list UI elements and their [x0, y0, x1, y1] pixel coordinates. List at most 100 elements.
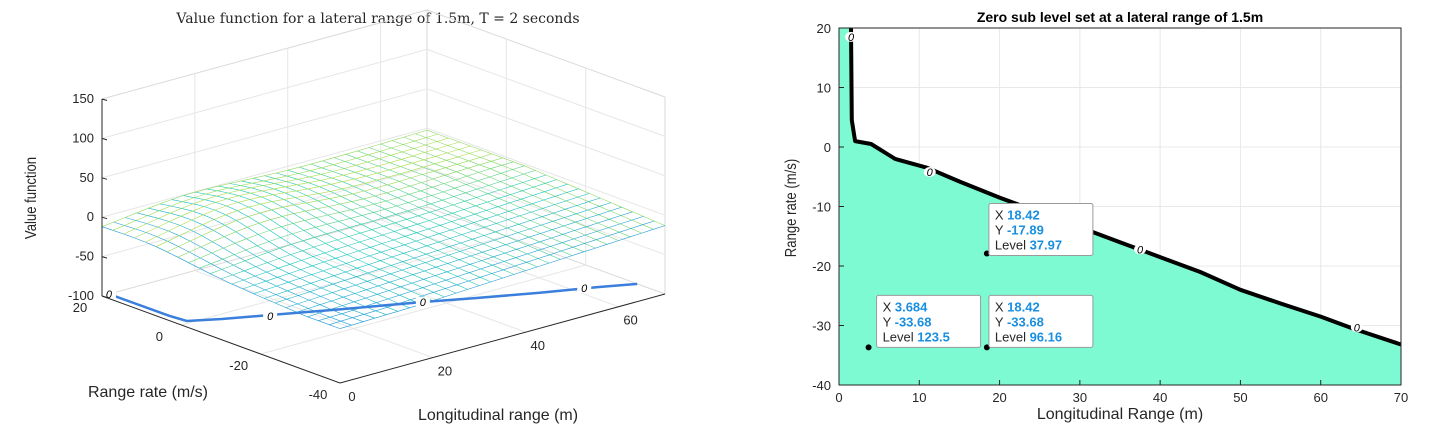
y-gridline: [260, 264, 586, 355]
datatip-row: Y -33.68: [995, 314, 1044, 329]
mesh-line: [296, 206, 622, 313]
mesh-line: [318, 216, 644, 321]
mesh-line: [253, 188, 579, 294]
mesh-line: [339, 225, 666, 329]
box-edge: [101, 9, 428, 100]
z-tick-label: -100: [68, 288, 94, 303]
x-tick-label: 60: [1313, 390, 1327, 405]
z-tick-label: 100: [72, 130, 94, 145]
x-tick-label: 20: [992, 390, 1006, 405]
x-tick-label: 10: [912, 390, 926, 405]
tick-labels: 0 10 20 30 40 50 60 70 20 10 0 -10 -20 -30 -40: [812, 21, 1408, 405]
mesh-line: [171, 199, 410, 309]
y-tick-label: -40: [309, 387, 328, 402]
x-gridline: [287, 244, 526, 333]
box-edge: [426, 206, 666, 295]
mesh-line: [199, 165, 525, 269]
y-tick-label: -20: [812, 259, 831, 274]
datatip-marker: [983, 344, 990, 351]
axes-box: [101, 9, 666, 297]
chart2d-title: Zero sub level set at a lateral range of…: [977, 9, 1263, 25]
datatip-row: Y -33.68: [883, 314, 932, 329]
z-tick-label: 50: [80, 170, 94, 185]
mesh-line: [310, 163, 550, 264]
z-tick-mark: [101, 137, 108, 141]
contour-label: 0: [927, 167, 934, 179]
y-axis-label: Range rate (m/s): [783, 159, 800, 257]
chart3d-title: Value function for a lateral range of 1.…: [175, 11, 579, 27]
mesh-line: [134, 141, 460, 239]
mesh-line: [329, 220, 655, 325]
datatip-row: Level 96.16: [995, 329, 1062, 344]
datatip-row: Level 123.5: [883, 329, 950, 344]
z-tick-mark: [101, 295, 108, 298]
datatip-value: 18.42: [1007, 299, 1040, 314]
datatip-value: 3.684: [895, 299, 928, 314]
datatip-value: 96.16: [1030, 329, 1063, 344]
contour-label-group: 0: [101, 289, 116, 301]
mesh-line: [145, 145, 471, 243]
axes-lines: [101, 99, 666, 384]
y-tick-label: -20: [229, 358, 248, 373]
contour-label-group: 0: [923, 166, 936, 179]
y-tick-label: 20: [817, 21, 831, 36]
x-tick-label: 0: [348, 389, 355, 404]
mesh-line: [322, 160, 561, 260]
mesh-line: [333, 157, 573, 256]
mesh-line: [188, 161, 514, 263]
contour-label: 0: [1137, 244, 1144, 256]
mesh-line: [264, 175, 503, 279]
contour-label-bg: [1134, 244, 1147, 255]
contour-label: 0: [848, 32, 855, 44]
box-edge: [426, 9, 666, 98]
contour-label-group: 0: [1350, 322, 1363, 334]
datatip-value: 123.5: [917, 329, 950, 344]
z-tick-mark: [101, 256, 108, 259]
mesh-line: [166, 153, 492, 253]
x-tick-label: 50: [1233, 390, 1247, 405]
contour-label-bg: [415, 296, 430, 307]
datatip-row: X 18.42: [995, 299, 1040, 314]
z-tick-mark: [101, 216, 108, 220]
datatip-box: [988, 294, 1094, 348]
z-axis-label: Value function: [23, 157, 40, 239]
z-gridline: [426, 88, 666, 177]
contour-projection: 0 0 0 0: [101, 282, 638, 323]
y-axis-label: Range rate (m/s): [88, 384, 208, 401]
x-tick-label: 40: [530, 338, 544, 353]
mesh-line: [155, 149, 482, 247]
z-gridline: [426, 48, 666, 137]
contour-projection-line: [108, 282, 638, 323]
x-tick-label: 30: [1073, 390, 1087, 405]
y-axis-line: [101, 295, 341, 384]
contour-label-bg: [1350, 322, 1363, 333]
datatip-row: X 3.684: [883, 299, 929, 314]
x-tick-label: 60: [623, 313, 637, 328]
contour-label-bg: [845, 31, 858, 42]
axes-grid: [101, 22, 666, 359]
contour-label-bg: [101, 289, 116, 300]
datatip-value: -33.68: [1007, 314, 1044, 329]
contour-label: 0: [420, 297, 427, 309]
datatip-box: [876, 294, 982, 348]
mesh-line: [275, 197, 601, 304]
z-tick-label: 0: [87, 209, 94, 224]
mesh-line: [194, 191, 434, 301]
y-tick-label: -10: [812, 200, 831, 215]
mesh-line: [242, 183, 568, 290]
contour-label-bg: [577, 283, 592, 294]
datatip-box: [988, 202, 1094, 256]
y-tick-label: 0: [824, 140, 831, 155]
x-tick-label: 70: [1394, 390, 1408, 405]
datatip-row: X 18.42: [995, 207, 1040, 222]
z-gridline: [426, 127, 666, 216]
contour-label: 0: [267, 311, 274, 323]
x-tick-label: 40: [1153, 390, 1167, 405]
z-tick-mark: [101, 177, 108, 180]
x-tick-label: 20: [438, 364, 452, 379]
box-edge: [101, 206, 428, 297]
contour-label: 0: [1354, 322, 1361, 334]
